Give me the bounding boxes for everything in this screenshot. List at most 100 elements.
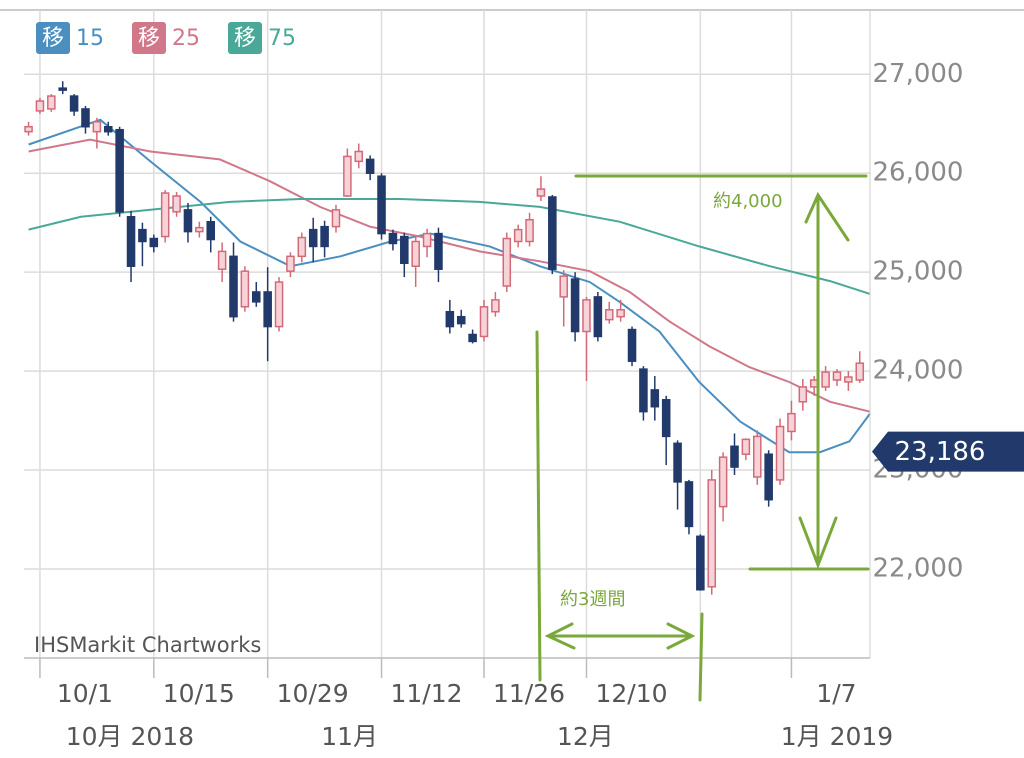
candle-body [673,442,682,483]
candle-body [434,232,443,270]
candle-body [844,376,853,383]
candle-body [229,255,238,318]
candle-body [491,299,500,313]
annotation-arrow [798,191,850,570]
candle-body [263,291,272,328]
annotation: 約4,000 約3週間 [535,174,870,702]
grid [24,10,870,658]
candle-body [24,125,33,133]
moving-averages [28,118,871,454]
candle-body [502,237,512,287]
candle-body [696,535,705,591]
candle-body [377,175,386,235]
candle-body [855,362,865,381]
candle-body [468,333,477,343]
candle-body [832,371,842,381]
candle-body [525,218,534,243]
candle-body [548,196,557,270]
ma-line [28,118,871,454]
x-tick-label: 10/15 [163,679,235,708]
candle-body [798,386,808,403]
candle-body [479,306,489,338]
candle-body [343,155,352,197]
y-tick-label: 24,000 [873,356,964,386]
candle-body [172,195,181,213]
legend-badge [228,22,262,54]
candle-body [69,95,79,112]
candle-body [730,445,739,468]
candle-body [513,228,523,243]
candle-body [331,209,341,228]
candle-body [252,291,261,303]
candle-body [58,87,67,91]
candle-body [195,226,204,233]
candle-body [126,216,136,267]
legend-badge [132,22,166,54]
month-label: 10月 2018 [66,722,194,751]
candle-body [206,220,216,241]
candle-body [456,315,466,325]
month-label: 11月 [321,722,378,751]
candle-body [320,225,329,248]
candle-body [115,128,124,213]
candle-body [400,235,409,265]
watermark: IHSMarkit Chartworks [34,633,261,657]
candle-body [388,232,398,245]
y-tick-label: 27,000 [873,59,964,89]
annotation-text: 約4,000 [713,191,783,212]
candle-body [274,281,284,328]
legend-badge-text: 移 [234,26,256,51]
ma-line [28,198,871,295]
candle-body [627,328,637,362]
candle-body [570,278,580,333]
candle-body [286,255,295,272]
candle-body [639,368,648,413]
candle-body [741,438,751,455]
candle-body [604,309,614,321]
candle-body [559,275,568,298]
candle-body [650,389,660,408]
x-tick-label: 10/1 [57,679,113,708]
candle-body [718,456,728,508]
legend-label: 25 [172,26,200,51]
y-tick-label: 22,000 [873,553,964,583]
candle-body [582,299,591,333]
candle-body [354,150,364,163]
candle-body [752,435,762,478]
candle-body [593,296,603,338]
last-price: 23,186 [872,431,1024,472]
candle-body [707,479,717,588]
candle-body [183,209,193,233]
legend: 移 15 移 25 移 75 [36,22,296,54]
candle-body [787,412,796,433]
x-tick-label: 11/12 [391,679,463,708]
legend-badge-text: 移 [42,26,64,51]
candle-body [411,240,420,267]
candle-body [365,158,375,174]
candle-body [103,125,113,133]
candle-body [445,310,455,328]
candle-body [775,425,785,481]
candle-body [821,371,830,388]
candle-body [297,236,307,258]
candle-body [47,95,56,110]
annotation-line [535,330,542,682]
candle-body [308,228,318,248]
candle-body [616,309,625,318]
month-label: 12月 [557,722,614,751]
candle-body [92,121,102,133]
candle-body [160,192,170,238]
candle-body [764,453,773,501]
candle-body [35,100,45,112]
annotation-line [698,612,704,702]
price-tag-label: 23,186 [895,437,986,467]
month-label: 1月 2019 [781,722,893,751]
annotation-arrow [544,622,696,650]
candle-body [217,250,227,270]
x-tick-label: 1/7 [816,679,856,708]
x-tick-label: 12/10 [595,679,667,708]
legend-label: 75 [268,26,296,51]
candle-body [661,399,671,438]
legend-label: 15 [76,26,104,51]
